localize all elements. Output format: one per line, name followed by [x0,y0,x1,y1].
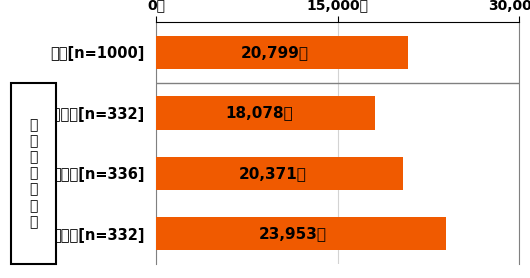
Text: 23,953円: 23,953円 [259,226,326,241]
Text: 20,799円: 20,799円 [241,45,308,60]
Bar [156,217,446,250]
Text: 18,078円: 18,078円 [225,105,293,120]
Bar [156,36,408,69]
Bar [156,157,403,190]
Text: 20,371円: 20,371円 [238,166,306,181]
Bar [156,96,375,130]
Text: 子
の
成
長
段
階
別: 子 の 成 長 段 階 別 [29,118,37,229]
FancyBboxPatch shape [11,83,56,264]
